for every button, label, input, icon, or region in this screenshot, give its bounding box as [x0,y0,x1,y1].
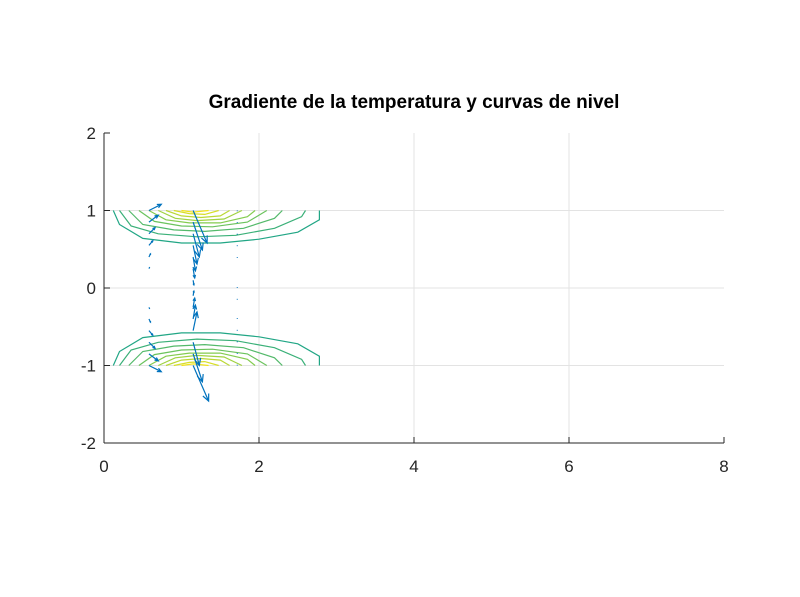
gradient-arrow [148,203,163,212]
gradient-arrow [192,280,195,287]
gradient-arrow [192,210,208,245]
contour-lines [112,209,320,367]
gradient-arrow [148,307,151,310]
gradient-arrow [192,296,197,308]
gradient-arrow [192,256,198,273]
contour-line-bottom-level-1 [112,332,320,366]
x-tick-label: 0 [99,457,108,476]
contour-line-top-level-8 [173,209,219,216]
x-tick-labels: 0 2 4 6 8 [99,457,728,476]
y-tick-label: -2 [81,434,96,453]
y-tick-labels: -2 -1 0 1 2 [81,124,96,453]
contour-line-bottom-level-2 [119,338,307,366]
gradient-arrow [192,289,195,296]
gradient-arrow [192,310,199,331]
contour-line-bottom-level-9 [181,363,209,367]
grid-lines [104,133,724,443]
contour-line-top-level-3 [128,210,283,233]
gradient-arrow [148,266,151,269]
axes-frame [103,132,725,444]
contour-line-bottom-level-5 [148,352,256,367]
gradient-arrow [148,353,160,362]
x-tick-label: 2 [254,457,263,476]
gradient-arrow [192,233,202,259]
gradient-arrow [148,318,152,324]
y-tick-label: 2 [87,124,96,143]
y-tick-label: -1 [81,357,96,376]
gradient-arrows [148,203,238,403]
gradient-arrow [192,268,197,280]
contour-line-top-level-1 [112,210,320,244]
x-tick-label: 6 [564,457,573,476]
contour-line-top-level-4 [138,209,268,228]
contour-line-bottom-level-4 [138,348,268,367]
gradient-arrow [192,245,199,266]
y-tick-label: 0 [87,279,96,298]
gradient-arrow [148,214,160,223]
contour-line-bottom-level-3 [128,343,283,366]
contour-line-top-level-9 [181,209,209,213]
chart-title: Gradiente de la temperatura y curvas de … [209,92,620,113]
y-tick-label: 1 [87,202,96,221]
x-tick-label: 8 [719,457,728,476]
x-tick-label: 4 [409,457,418,476]
gradient-arrow [192,221,204,252]
contour-line-top-level-2 [119,210,307,238]
gradient-arrow [192,365,210,403]
contour-line-top-level-5 [148,209,256,224]
gradient-arrow [148,239,154,246]
gradient-arrow [148,364,163,373]
gradient-arrow [148,330,154,337]
gradient-arrow [148,226,157,235]
gradient-arrow [148,252,152,258]
contour-line-top-level-7 [165,209,230,219]
gradient-arrow [148,341,157,350]
